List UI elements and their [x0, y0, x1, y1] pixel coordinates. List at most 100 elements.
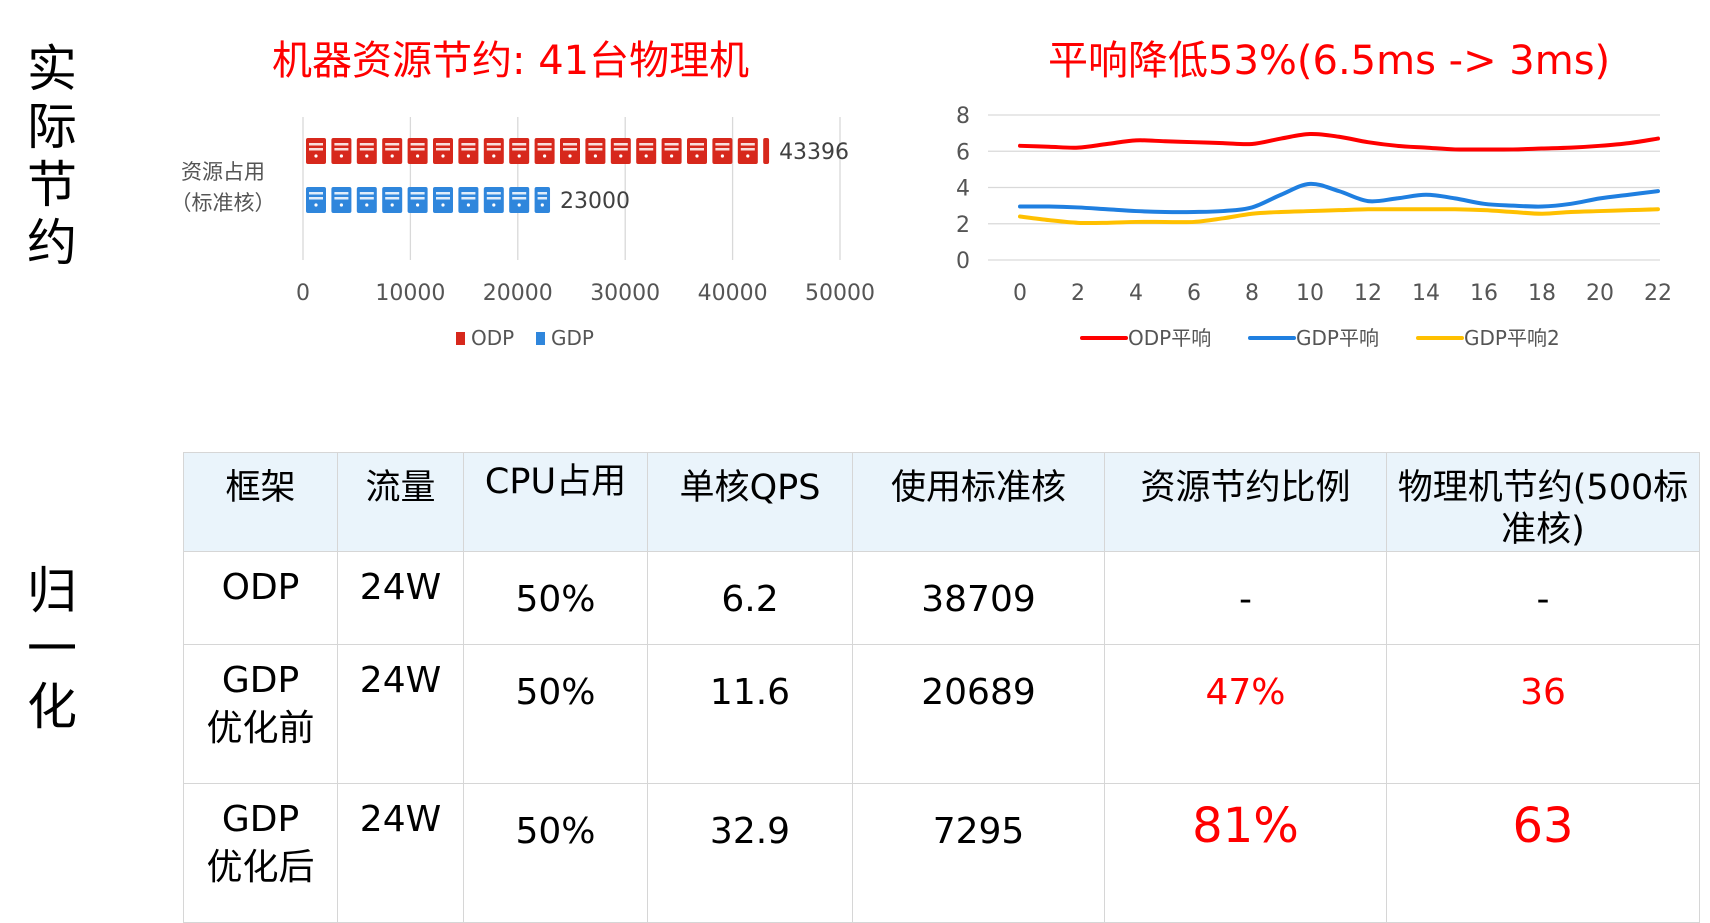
legend-label: GDP — [551, 326, 594, 350]
cell-machines: 63 — [1386, 783, 1700, 923]
legend-item: GDP平响2 — [1416, 326, 1560, 350]
cell-framework: GDP 优化后 — [183, 783, 338, 923]
side-label-char: 一 — [27, 620, 77, 678]
bar-chart-title: 机器资源节约: 41台物理机 — [272, 38, 750, 84]
legend-item-gdp: GDP — [536, 326, 594, 350]
legend-label: ODP平响 — [1128, 326, 1211, 350]
bar-gdp — [306, 187, 551, 213]
x-tick-label: 4 — [1129, 281, 1143, 306]
x-tick-label: 10 — [1296, 281, 1324, 306]
server-icon — [382, 187, 403, 213]
cell-machines: - — [1386, 551, 1700, 645]
table-row: GDP 优化后 24W 50% 32.9 7295 81% 63 — [183, 783, 1700, 923]
line-legend: ODP平响 GDP平响 GDP平响2 — [1080, 326, 1560, 350]
header-text: 资源节约比例 — [1140, 468, 1351, 508]
side-label-char: 归 — [27, 562, 77, 620]
x-tick-label: 18 — [1528, 281, 1556, 306]
server-icon — [712, 138, 733, 164]
header-framework: 框架 — [183, 452, 338, 552]
cell-traffic: 24W — [337, 644, 464, 784]
header-traffic: 流量 — [337, 452, 464, 552]
bar-category-line-2: （标准核） — [170, 191, 276, 215]
server-icon — [331, 187, 352, 213]
cell-text: ODP — [221, 567, 300, 608]
x-tick-label: 16 — [1470, 281, 1498, 306]
table-row: ODP 24W 50% 6.2 38709 - - — [183, 551, 1700, 645]
server-icon — [560, 138, 580, 164]
bar-category-label: 资源占用 （标准核） — [168, 157, 278, 219]
server-icon — [763, 138, 770, 164]
x-tick-label: 12 — [1354, 281, 1382, 306]
cell-traffic: 24W — [337, 783, 464, 923]
side-label-char: 际 — [27, 98, 77, 156]
server-icon — [636, 138, 657, 164]
server-icon — [687, 138, 707, 164]
cell-ratio: - — [1104, 551, 1387, 645]
line-chart-title: 平响降低53%(6.5ms -> 3ms) — [1048, 38, 1611, 84]
header-cpu: CPU占用 — [463, 452, 648, 552]
cell-framework: ODP — [183, 551, 338, 645]
y-tick-label: 2 — [956, 213, 970, 238]
y-tick-label: 8 — [956, 104, 970, 129]
x-tick-label: 30000 — [590, 281, 660, 306]
server-icon — [534, 138, 555, 164]
bar-data-label: 43396 — [779, 140, 849, 165]
header-text: 使用标准核 — [890, 468, 1066, 508]
server-icon — [331, 138, 352, 164]
server-icon — [433, 138, 453, 164]
y-tick-label: 4 — [956, 177, 970, 202]
header-text: 占用 — [556, 462, 627, 502]
x-tick-label: 14 — [1412, 281, 1440, 306]
server-icon — [483, 187, 504, 213]
series-line-2 — [1018, 207, 1660, 226]
legend-item: ODP平响 — [1080, 326, 1211, 350]
server-icon — [458, 138, 479, 164]
header-text: (500标准核) — [1501, 468, 1689, 550]
cell-framework: GDP 优化前 — [183, 644, 338, 784]
legend-swatch — [536, 332, 545, 345]
server-icon — [306, 138, 326, 164]
y-tick-label: 6 — [956, 140, 970, 165]
cell-cores: 20689 — [852, 644, 1105, 784]
side-label-actual-savings: 实 际 节 约 — [22, 40, 82, 272]
server-icon — [534, 187, 551, 213]
side-label-char: 实 — [27, 40, 77, 98]
normalization-table: 框架 流量 CPU占用 单核QPS 使用标准核 资源节约比例 物理机节约(500… — [183, 452, 1700, 923]
cell-text: 优化前 — [206, 708, 315, 749]
x-tick-label: 8 — [1245, 281, 1259, 306]
y-tick-label: 0 — [956, 249, 970, 274]
x-tick-label: 20000 — [483, 281, 553, 306]
legend-item-odp: ODP — [456, 326, 514, 350]
server-icon — [407, 187, 428, 213]
legend-swatch — [456, 332, 465, 345]
header-text: 物理机节约 — [1397, 468, 1573, 508]
legend-label: GDP平响2 — [1464, 326, 1560, 350]
x-tick-label: 20 — [1586, 281, 1614, 306]
series-line-1 — [1018, 181, 1660, 215]
series-line-0 — [1018, 132, 1660, 152]
cell-cpu: 50% — [463, 644, 648, 784]
server-icon — [585, 138, 606, 164]
server-icon — [356, 187, 377, 213]
server-icon — [382, 138, 403, 164]
server-icon — [737, 138, 758, 164]
server-icon — [661, 138, 682, 164]
server-icon — [356, 138, 377, 164]
legend-item: GDP平响 — [1248, 326, 1379, 350]
bar-legend: ODP GDP — [456, 326, 594, 350]
server-icon — [509, 187, 530, 213]
side-label-char: 化 — [27, 678, 77, 736]
side-label-char: 节 — [27, 156, 77, 214]
cell-cpu: 50% — [463, 551, 648, 645]
table-header-row: 框架 流量 CPU占用 单核QPS 使用标准核 资源节约比例 物理机节约(500… — [183, 452, 1700, 552]
line-chart: 0 2 4 6 8 0 2 4 6 8 10 12 14 16 18 20 22 ODP平响 GDP平响 GDP平响2 — [956, 104, 1672, 350]
server-icon — [433, 187, 453, 213]
x-tick-label: 10000 — [375, 281, 445, 306]
server-icon — [306, 187, 326, 213]
cell-cpu: 50% — [463, 783, 648, 923]
x-tick-label: 50000 — [805, 281, 875, 306]
table-row: GDP 优化前 24W 50% 11.6 20689 47% 36 — [183, 644, 1700, 784]
x-tick-label: 0 — [1013, 281, 1027, 306]
legend-label: ODP — [471, 326, 514, 350]
cell-traffic: 24W — [337, 551, 464, 645]
